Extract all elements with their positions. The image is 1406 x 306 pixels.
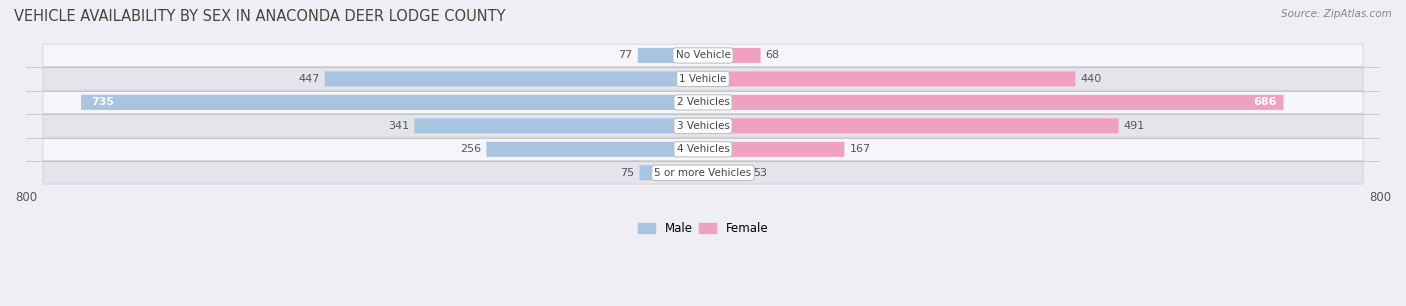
FancyBboxPatch shape bbox=[703, 142, 845, 157]
Text: 53: 53 bbox=[754, 168, 766, 178]
Text: Source: ZipAtlas.com: Source: ZipAtlas.com bbox=[1281, 9, 1392, 19]
Text: 4 Vehicles: 4 Vehicles bbox=[676, 144, 730, 154]
FancyBboxPatch shape bbox=[44, 114, 1362, 137]
FancyBboxPatch shape bbox=[44, 44, 1362, 67]
FancyBboxPatch shape bbox=[703, 95, 1284, 110]
Text: 3 Vehicles: 3 Vehicles bbox=[676, 121, 730, 131]
Text: No Vehicle: No Vehicle bbox=[675, 50, 731, 61]
FancyBboxPatch shape bbox=[703, 48, 761, 63]
FancyBboxPatch shape bbox=[44, 68, 1362, 90]
Text: 77: 77 bbox=[619, 50, 633, 61]
FancyBboxPatch shape bbox=[44, 162, 1362, 184]
FancyBboxPatch shape bbox=[486, 142, 703, 157]
FancyBboxPatch shape bbox=[325, 71, 703, 86]
FancyBboxPatch shape bbox=[703, 165, 748, 180]
FancyBboxPatch shape bbox=[638, 48, 703, 63]
Text: 256: 256 bbox=[460, 144, 481, 154]
Text: 167: 167 bbox=[849, 144, 870, 154]
FancyBboxPatch shape bbox=[640, 165, 703, 180]
Legend: Male, Female: Male, Female bbox=[633, 218, 773, 240]
Text: VEHICLE AVAILABILITY BY SEX IN ANACONDA DEER LODGE COUNTY: VEHICLE AVAILABILITY BY SEX IN ANACONDA … bbox=[14, 9, 506, 24]
Text: 686: 686 bbox=[1253, 97, 1277, 107]
Text: 341: 341 bbox=[388, 121, 409, 131]
Text: 447: 447 bbox=[298, 74, 319, 84]
FancyBboxPatch shape bbox=[703, 71, 1076, 86]
Text: 491: 491 bbox=[1123, 121, 1144, 131]
Text: 5 or more Vehicles: 5 or more Vehicles bbox=[654, 168, 752, 178]
Text: 440: 440 bbox=[1080, 74, 1102, 84]
Text: 2 Vehicles: 2 Vehicles bbox=[676, 97, 730, 107]
Text: 735: 735 bbox=[91, 97, 114, 107]
Text: 1 Vehicle: 1 Vehicle bbox=[679, 74, 727, 84]
Text: 75: 75 bbox=[620, 168, 634, 178]
FancyBboxPatch shape bbox=[415, 118, 703, 133]
FancyBboxPatch shape bbox=[703, 118, 1119, 133]
FancyBboxPatch shape bbox=[44, 91, 1362, 114]
Text: 68: 68 bbox=[766, 50, 780, 61]
FancyBboxPatch shape bbox=[44, 138, 1362, 161]
FancyBboxPatch shape bbox=[82, 95, 703, 110]
